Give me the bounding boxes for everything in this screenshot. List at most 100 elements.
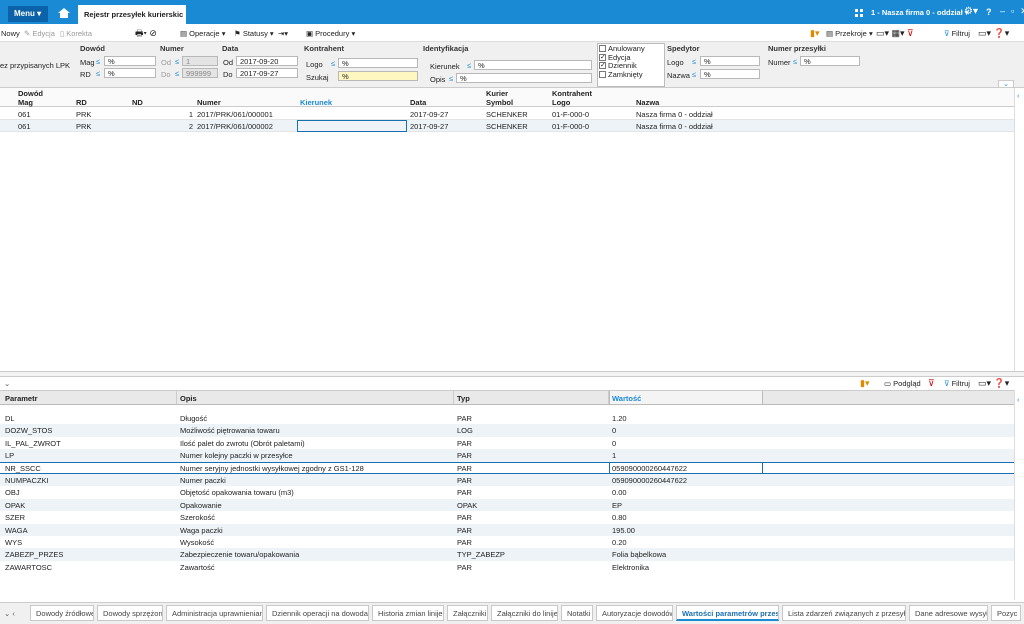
collapse-details[interactable]: ⌄ xyxy=(4,379,11,388)
filter-input[interactable]: % xyxy=(800,56,860,66)
sections-button[interactable]: ▤ Przekroje ▾ xyxy=(826,29,873,38)
bottom-tab[interactable]: Załączniki do linijek xyxy=(491,605,558,621)
company-selector[interactable]: 1 - Nasza firma 0 - oddział ▾ xyxy=(871,8,969,17)
view-icons[interactable]: ▭▾ ▦▾ ⊽ xyxy=(876,28,914,38)
bottom-tab[interactable]: Dowody sprzężone xyxy=(97,605,163,621)
column-header[interactable]: ND xyxy=(132,98,143,107)
details-row[interactable] xyxy=(0,511,1014,524)
status-checkbox[interactable] xyxy=(599,45,606,52)
details-row[interactable] xyxy=(0,498,1014,512)
details-row[interactable] xyxy=(0,424,1014,437)
grid-row[interactable] xyxy=(0,120,1014,132)
filter-input[interactable]: % xyxy=(700,69,760,79)
collapse-filters[interactable]: ⌄ xyxy=(998,80,1014,88)
grid-cell: 01-F-000-0 xyxy=(552,110,590,119)
bottom-tab[interactable]: Dane adresowe wysyłki xyxy=(909,605,988,621)
details-row[interactable] xyxy=(0,548,1014,561)
operations-button[interactable]: ▤ Operacje ▾ xyxy=(180,29,226,38)
bottom-tab[interactable]: Lista zdarzeń związanych z przesyłką xyxy=(782,605,906,621)
home-icon[interactable] xyxy=(58,8,70,18)
menu-button[interactable]: Menu ▾ xyxy=(8,6,48,22)
details-row[interactable] xyxy=(0,560,1014,574)
filter-input[interactable]: % xyxy=(456,73,592,83)
details-chart-icon[interactable]: ▮▾ xyxy=(860,378,870,388)
side-expander[interactable]: ‹ xyxy=(1014,88,1024,372)
column-header[interactable]: Nazwa xyxy=(636,98,660,107)
preview-button[interactable]: ▭ Podgląd xyxy=(884,379,921,388)
filter-input[interactable]: % xyxy=(474,60,592,70)
chart-icon[interactable]: ▮▾ xyxy=(810,28,820,38)
details-more-icons[interactable]: ▭▾ ❓▾ xyxy=(978,378,1010,388)
bottom-tab[interactable]: Notatki xyxy=(561,605,593,621)
column-header[interactable]: Kierunek xyxy=(300,98,333,107)
bottom-tab[interactable]: Dziennik operacji na dowodach xyxy=(266,605,369,621)
procedures-button[interactable]: ▣ Procedury ▾ xyxy=(306,29,356,38)
column-header[interactable]: Symbol xyxy=(486,98,514,107)
status-checkbox[interactable]: ✓ xyxy=(599,53,606,61)
details-row[interactable] xyxy=(0,461,1014,474)
details-column-header[interactable]: Opis xyxy=(180,394,197,403)
details-row[interactable] xyxy=(0,474,1014,487)
filter-input[interactable]: % xyxy=(338,58,418,68)
document-tab[interactable]: Rejestr przesyłek kurierskic xyxy=(78,5,186,24)
grid-row[interactable] xyxy=(0,108,1014,120)
column-header[interactable]: Data xyxy=(410,98,427,107)
window-controls[interactable]: –▫✕ xyxy=(1000,6,1024,16)
details-row[interactable] xyxy=(0,486,1014,499)
filter-input[interactable]: % xyxy=(700,56,760,66)
new-button[interactable]: Nowy xyxy=(1,29,20,38)
filter-button[interactable]: ⊽ Filtruj xyxy=(944,29,970,38)
filter-input[interactable]: % xyxy=(104,68,156,78)
details-column-header[interactable]: Parametr xyxy=(5,394,38,403)
bottom-tab[interactable]: Dowody źródłowe xyxy=(30,605,94,621)
details-column-header[interactable]: Typ xyxy=(457,394,470,403)
column-header[interactable]: Logo xyxy=(552,98,571,107)
filter-input[interactable]: 1 xyxy=(182,56,218,66)
details-row[interactable] xyxy=(0,412,1014,425)
details-row[interactable] xyxy=(0,523,1014,536)
export-button[interactable]: ⇥▾ xyxy=(278,29,289,38)
column-header[interactable]: RD xyxy=(76,98,87,107)
help-icon[interactable]: ? xyxy=(986,7,992,17)
filter-input[interactable]: 2017-09-27 xyxy=(236,68,298,78)
details-row[interactable] xyxy=(0,536,1014,549)
details-row[interactable] xyxy=(0,449,1014,462)
filter-input[interactable]: 2017-09-20 xyxy=(236,56,298,66)
filter-operator[interactable]: ≤ xyxy=(96,69,101,78)
more-icons[interactable]: ▭▾ ❓▾ xyxy=(978,28,1010,38)
filter-input[interactable]: % xyxy=(338,71,418,81)
status-checkbox[interactable]: ✓ xyxy=(599,62,606,70)
filter-input[interactable]: % xyxy=(104,56,156,66)
filter-operator[interactable]: ≤ xyxy=(692,57,697,66)
bottom-tab[interactable]: Autoryzacje dowodów xyxy=(596,605,673,621)
details-filter-button[interactable]: ⊽ Filtruj xyxy=(944,379,970,388)
details-row[interactable] xyxy=(0,436,1014,450)
status-checkbox[interactable] xyxy=(599,71,606,79)
settings-icon[interactable]: ⚙▾ xyxy=(964,6,978,17)
filter-operator[interactable]: ≤ xyxy=(331,59,336,68)
filter-operator[interactable]: ≤ xyxy=(96,57,101,66)
details-side-expander[interactable]: ‹ xyxy=(1014,390,1024,600)
bottom-tab[interactable]: Załączniki xyxy=(447,605,488,621)
column-header[interactable]: Mag xyxy=(18,98,33,107)
filter-operator[interactable]: ≤ xyxy=(175,69,180,78)
filter-operator[interactable]: ≤ xyxy=(467,61,472,70)
splitter[interactable] xyxy=(0,371,1024,377)
filter-operator[interactable]: ≤ xyxy=(692,70,697,79)
filter-operator[interactable]: ≤ xyxy=(793,57,798,66)
bottom-tab[interactable]: Pozyc xyxy=(991,605,1021,621)
bottom-tab[interactable]: Wartości parametrów przesyłki xyxy=(676,605,779,621)
edit-button[interactable]: ✎ Edycja xyxy=(24,29,55,38)
bottom-tab[interactable]: Historia zmian linijek xyxy=(372,605,444,621)
statuses-button[interactable]: ⚑ Statusy ▾ xyxy=(234,29,274,38)
filter-operator[interactable]: ≤ xyxy=(449,74,454,83)
print-button[interactable]: 🖶▾ ⊘ xyxy=(135,28,157,38)
tabs-scroll[interactable]: ⌄ ‹ xyxy=(4,609,15,618)
filter-input[interactable]: 999999 xyxy=(182,68,218,78)
details-column-header[interactable]: Wartość xyxy=(612,394,642,403)
clear-filter-icon[interactable]: ⊽ xyxy=(928,378,935,388)
filter-operator[interactable]: ≤ xyxy=(175,57,180,66)
column-header[interactable]: Numer xyxy=(197,98,221,107)
bottom-tab[interactable]: Administracja uprawnieniami xyxy=(166,605,263,621)
correct-button[interactable]: ▯ Korekta xyxy=(60,29,93,38)
